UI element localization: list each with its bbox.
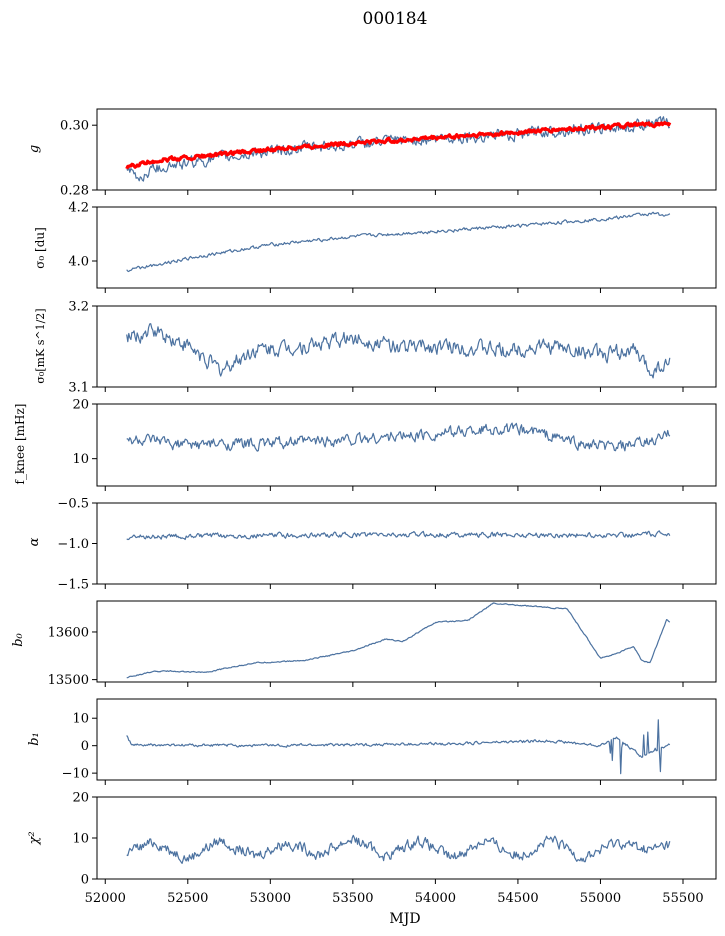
series-line-b1-0 xyxy=(126,719,671,775)
y-tick-label-sigma0-du-0: 4.0 xyxy=(68,255,89,270)
panel-frame-alpha xyxy=(96,502,717,585)
x-tick-label-6: 55000 xyxy=(580,891,621,906)
panel-b1-ylabel: b₁ xyxy=(27,732,42,746)
series-line-alpha-0 xyxy=(126,530,671,541)
panel-frame-sigma0-du xyxy=(96,206,717,289)
panel-frame-fknee xyxy=(96,403,717,487)
y-tick-label-chi2-1: 10 xyxy=(72,832,89,847)
y-tick-label-fknee-0: 10 xyxy=(72,452,89,467)
x-tick-label-7: 55500 xyxy=(662,891,703,906)
panel-sigma0-du-ylabel: σ₀ [du] xyxy=(33,227,47,269)
panel-g: g 0.28 0.30 xyxy=(27,108,717,199)
x-axis: 52000 52500 53000 53500 54000 54500 55000 55500 xyxy=(85,891,704,906)
y-tick-label-alpha-0: −1.5 xyxy=(57,578,89,593)
panel-fknee-ylabel: f_knee [mHz] xyxy=(13,404,27,485)
panel-frame-b1 xyxy=(96,698,717,781)
y-tick-label-b1-0: −10 xyxy=(62,767,89,782)
panel-chi2-ylabel: χ² xyxy=(27,831,42,845)
series-line-fknee-0 xyxy=(126,422,671,452)
panel-fknee: f_knee [mHz] 10 20 xyxy=(13,398,717,491)
x-tick-label-5: 54500 xyxy=(497,891,538,906)
figure-title: 000184 xyxy=(363,9,428,29)
panel-b0: b₀ 13500 13600 xyxy=(11,600,717,688)
panel-b0-ylabel: b₀ xyxy=(11,632,26,646)
series-line-g-1 xyxy=(125,121,672,170)
y-tick-label-b1-1: 0 xyxy=(81,739,89,754)
x-tick-label-0: 52000 xyxy=(85,891,126,906)
panel-sigma0-du: σ₀ [du] 4.0 4.2 xyxy=(33,201,717,293)
y-tick-label-alpha-2: −0.5 xyxy=(57,497,89,512)
panel-b1: b₁ −10 0 10 xyxy=(27,698,717,785)
x-tick-label-3: 53500 xyxy=(332,891,373,906)
y-tick-label-sigma0-mk-0: 3.1 xyxy=(68,381,89,396)
y-tick-label-alpha-1: −1.0 xyxy=(57,537,89,552)
series-line-sigma0-du-0 xyxy=(126,211,671,273)
x-axis-label: MJD xyxy=(389,911,420,927)
panel-g-ylabel: g xyxy=(27,145,42,153)
panel-frame-chi2 xyxy=(96,796,717,880)
x-tick-label-4: 54000 xyxy=(415,891,456,906)
panel-chi2: χ² 0 10 20 xyxy=(27,791,717,888)
x-tick-label-2: 53000 xyxy=(250,891,291,906)
y-tick-label-sigma0-mk-1: 3.2 xyxy=(68,300,89,315)
y-tick-label-g-0: 0.28 xyxy=(60,184,89,199)
panel-frame-sigma0-mk xyxy=(96,305,717,388)
y-tick-label-fknee-1: 20 xyxy=(72,398,89,413)
x-tick-label-1: 52500 xyxy=(167,891,208,906)
panel-alpha-ylabel: α xyxy=(27,537,42,546)
panel-sigma0-mk-ylabel: σ₀[mK s^1/2] xyxy=(34,308,47,383)
y-tick-label-b0-1: 13600 xyxy=(48,625,89,640)
y-tick-label-b1-2: 10 xyxy=(72,712,89,727)
y-tick-label-chi2-0: 0 xyxy=(81,873,89,888)
series-line-sigma0-mk-0 xyxy=(126,323,671,379)
y-tick-label-g-1: 0.30 xyxy=(60,119,89,134)
panel-alpha: α −1.5 −1.0 −0.5 xyxy=(27,497,717,593)
series-line-chi2-0 xyxy=(126,834,671,864)
series-line-b0-0 xyxy=(126,602,671,679)
panel-frame-b0 xyxy=(96,600,717,683)
panel-sigma0-mk: σ₀[mK s^1/2] 3.1 3.2 xyxy=(34,300,717,396)
y-tick-label-chi2-2: 20 xyxy=(72,791,89,806)
panel-frame-g xyxy=(96,108,717,191)
y-tick-label-b0-0: 13500 xyxy=(48,673,89,688)
y-tick-label-sigma0-du-1: 4.2 xyxy=(68,201,89,216)
